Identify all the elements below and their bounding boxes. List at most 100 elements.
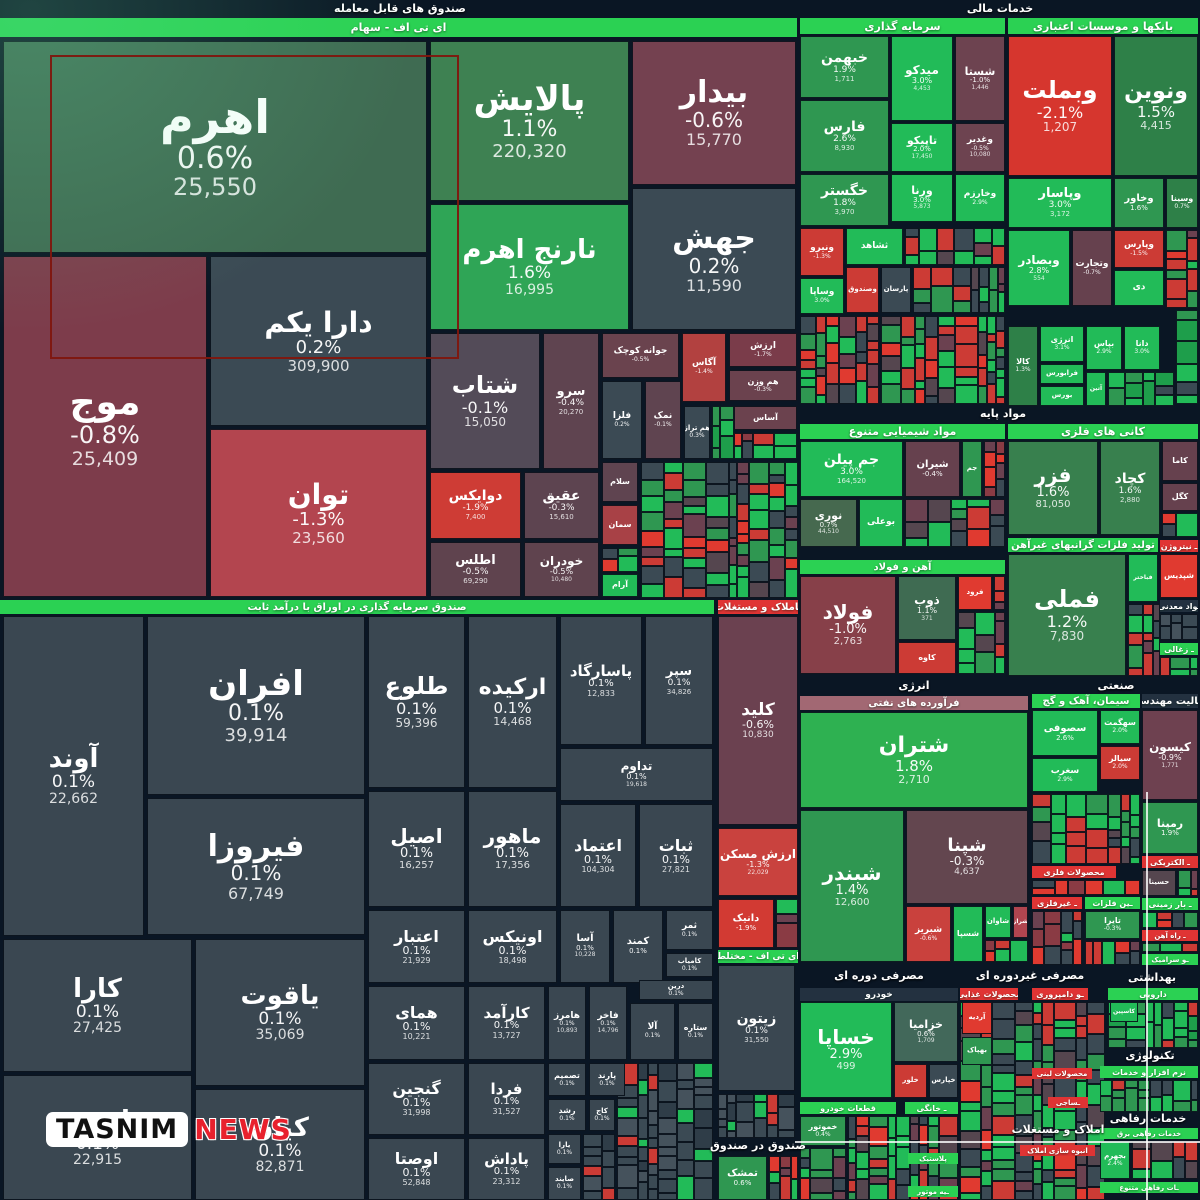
micro-stock-tile[interactable] (1112, 1098, 1125, 1112)
micro-stock-tile[interactable] (1108, 372, 1125, 388)
micro-stock-tile[interactable] (994, 602, 1005, 610)
micro-stock-tile[interactable] (1076, 1188, 1087, 1200)
stock-tile[interactable]: اونیکس 0.1% 18,498 (468, 910, 557, 983)
micro-stock-tile[interactable] (712, 406, 720, 426)
micro-stock-tile[interactable] (810, 1170, 833, 1178)
micro-stock-tile[interactable] (919, 1125, 928, 1145)
micro-stock-tile[interactable] (984, 487, 996, 497)
micro-stock-tile[interactable] (1125, 372, 1143, 383)
micro-stock-tile[interactable] (955, 344, 978, 367)
micro-stock-tile[interactable] (967, 507, 990, 529)
micro-stock-tile[interactable] (867, 316, 879, 324)
micro-stock-tile[interactable] (706, 573, 729, 585)
stock-tile[interactable]: کگل (1162, 483, 1198, 511)
stock-tile[interactable]: وپاسار 3.0% 3,172 (1008, 178, 1112, 228)
micro-stock-tile[interactable] (990, 499, 1005, 515)
micro-stock-tile[interactable] (785, 517, 798, 529)
micro-stock-tile[interactable] (848, 1192, 856, 1200)
micro-stock-tile[interactable] (992, 1160, 1015, 1169)
micro-stock-tile[interactable] (1176, 341, 1198, 364)
micro-stock-tile[interactable] (981, 1065, 992, 1087)
micro-stock-tile[interactable] (602, 1134, 615, 1151)
micro-stock-tile[interactable] (981, 1161, 992, 1171)
stock-tile[interactable]: اصیل 0.1% 16,257 (368, 791, 465, 907)
micro-stock-tile[interactable] (602, 1167, 615, 1188)
micro-stock-tile[interactable] (583, 1156, 602, 1166)
micro-stock-tile[interactable] (1190, 669, 1198, 676)
micro-stock-tile[interactable] (810, 1178, 833, 1193)
micro-stock-tile[interactable] (981, 1130, 992, 1150)
micro-stock-tile[interactable] (881, 384, 901, 404)
micro-stock-tile[interactable] (1015, 1025, 1033, 1042)
micro-stock-tile[interactable] (905, 499, 928, 522)
micro-stock-tile[interactable] (925, 396, 938, 404)
micro-stock-tile[interactable] (641, 584, 664, 598)
micro-stock-tile[interactable] (833, 1178, 846, 1191)
stock-tile[interactable]: کاسپین (1110, 1002, 1138, 1022)
stock-tile[interactable]: فارس 2.6% 8,930 (800, 100, 889, 172)
micro-stock-tile[interactable] (992, 1181, 1015, 1200)
micro-stock-tile[interactable] (583, 1191, 602, 1200)
micro-stock-tile[interactable] (938, 335, 955, 351)
stock-tile[interactable]: فیروزا 0.1% 67,749 (147, 798, 365, 935)
stock-tile[interactable]: کاوه (898, 642, 956, 674)
micro-stock-tile[interactable] (641, 480, 664, 496)
micro-stock-tile[interactable] (856, 1169, 869, 1179)
micro-stock-tile[interactable] (749, 494, 769, 510)
micro-stock-tile[interactable] (996, 316, 1005, 331)
micro-stock-tile[interactable] (1166, 251, 1187, 259)
stock-tile[interactable]: خموتور 0.4% (800, 1116, 846, 1146)
stock-tile[interactable]: گنجین 0.1% 31,998 (368, 1063, 465, 1135)
stock-tile[interactable]: سلام (602, 462, 638, 502)
micro-stock-tile[interactable] (1150, 1080, 1162, 1097)
stock-tile[interactable]: تصمیم 0.1% (548, 1063, 586, 1096)
micro-stock-tile[interactable] (881, 371, 901, 384)
micro-stock-tile[interactable] (995, 940, 1010, 949)
micro-stock-tile[interactable] (729, 565, 737, 584)
micro-stock-tile[interactable] (1143, 641, 1153, 653)
micro-stock-tile[interactable] (833, 1157, 846, 1178)
micro-stock-tile[interactable] (1061, 911, 1073, 933)
stock-tile[interactable]: جهش 0.2% 11,590 (632, 188, 796, 330)
micro-stock-tile[interactable] (995, 657, 1005, 674)
micro-stock-tile[interactable] (867, 364, 879, 387)
stock-tile[interactable]: فملی 1.2% 7,830 (1008, 554, 1126, 676)
micro-stock-tile[interactable] (1128, 615, 1143, 633)
micro-stock-tile[interactable] (785, 485, 798, 506)
stock-tile[interactable]: فلزا 0.2% (602, 381, 642, 459)
micro-stock-tile[interactable] (1042, 1182, 1054, 1200)
micro-stock-tile[interactable] (800, 1168, 810, 1178)
stock-tile[interactable]: آردیه (962, 1002, 992, 1034)
micro-stock-tile[interactable] (648, 1090, 658, 1111)
stock-tile[interactable]: نوری 0.7% 44,510 (800, 499, 857, 547)
micro-stock-tile[interactable] (780, 1176, 791, 1200)
stock-tile[interactable]: همای 0.1% 10,221 (368, 986, 465, 1060)
micro-stock-tile[interactable] (1166, 299, 1187, 308)
micro-stock-tile[interactable] (583, 1147, 602, 1156)
micro-stock-tile[interactable] (1042, 1128, 1054, 1137)
micro-stock-tile[interactable] (780, 1168, 791, 1176)
micro-stock-tile[interactable] (1154, 1002, 1162, 1025)
micro-stock-tile[interactable] (979, 267, 989, 287)
micro-stock-tile[interactable] (1015, 1042, 1033, 1061)
micro-stock-tile[interactable] (919, 1116, 928, 1125)
micro-stock-tile[interactable] (979, 302, 989, 313)
micro-stock-tile[interactable] (833, 1191, 846, 1200)
micro-stock-tile[interactable] (776, 923, 798, 948)
micro-stock-tile[interactable] (998, 292, 1005, 313)
stock-tile[interactable]: خودران -0.5% 10,480 (524, 542, 599, 597)
micro-stock-tile[interactable] (915, 344, 925, 358)
micro-stock-tile[interactable] (1125, 398, 1143, 406)
micro-stock-tile[interactable] (960, 1131, 981, 1149)
micro-stock-tile[interactable] (754, 1102, 767, 1118)
micro-stock-tile[interactable] (677, 1160, 694, 1176)
stock-tile[interactable]: حسینا (1142, 870, 1176, 896)
micro-stock-tile[interactable] (729, 538, 737, 546)
micro-stock-tile[interactable] (992, 1054, 1015, 1065)
micro-stock-tile[interactable] (1126, 1040, 1146, 1048)
micro-stock-tile[interactable] (1176, 382, 1198, 395)
micro-stock-tile[interactable] (1173, 1101, 1191, 1112)
micro-stock-tile[interactable] (992, 1135, 1015, 1147)
micro-stock-tile[interactable] (992, 1147, 1015, 1160)
micro-stock-tile[interactable] (925, 316, 938, 337)
